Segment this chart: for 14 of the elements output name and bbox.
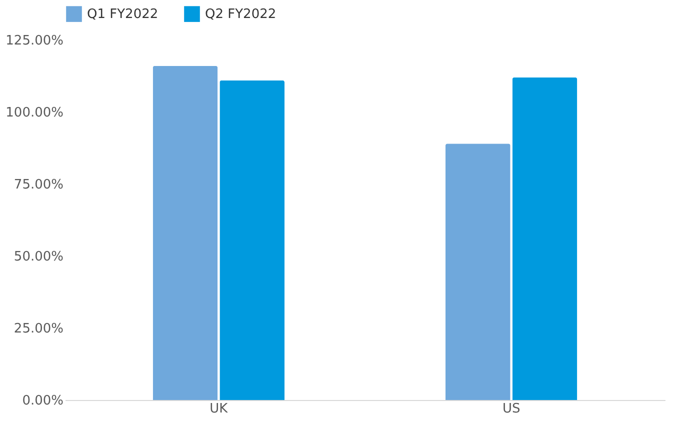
y-tick-label: 25.00% [14, 322, 64, 336]
x-tick-label: US [502, 402, 520, 416]
bar [152, 66, 218, 400]
y-tick-label: 125.00% [6, 34, 64, 48]
legend-label: Q1 FY2022 [87, 7, 158, 22]
bar [445, 144, 510, 400]
y-tick-label: 50.00% [14, 250, 64, 264]
legend-label: Q2 FY2022 [205, 7, 276, 22]
x-tick-label: UK [210, 402, 228, 416]
bar [220, 80, 285, 400]
y-tick-label: 0.00% [22, 394, 64, 408]
y-tick-label: 100.00% [6, 106, 64, 120]
y-tick-label: 75.00% [14, 178, 64, 192]
bar [512, 77, 578, 400]
